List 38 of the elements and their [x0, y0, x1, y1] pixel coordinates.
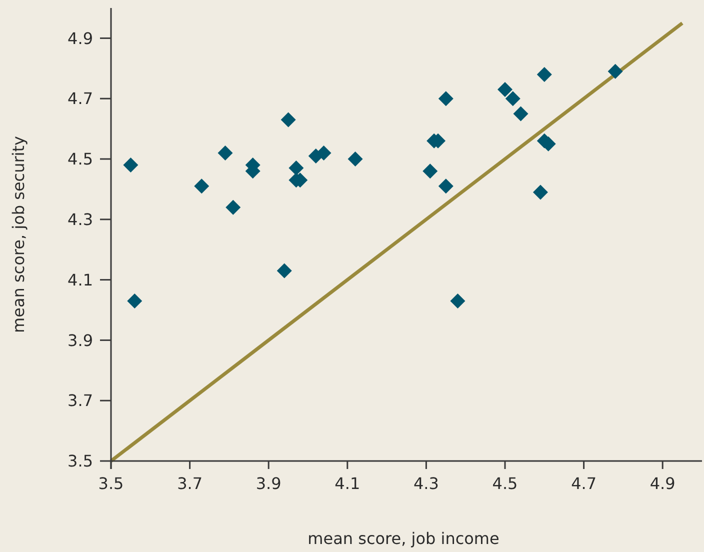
x-tick-label: 4.7	[571, 474, 597, 493]
y-tick-label: 4.9	[68, 28, 93, 48]
x-tick-label: 3.9	[256, 474, 282, 493]
point	[280, 112, 296, 128]
x-tick-label: 4.1	[334, 474, 360, 493]
point	[438, 91, 454, 106]
y-axis-title: mean score, job security	[9, 136, 28, 333]
y-tick-label: 4.7	[68, 89, 93, 108]
x-tick-label: 3.5	[98, 474, 124, 493]
y-tick-label: 3.9	[68, 330, 93, 350]
point	[276, 263, 292, 278]
point	[316, 145, 332, 160]
point	[536, 66, 552, 82]
y-tick-label: 3.5	[68, 452, 93, 471]
y-tick-label: 4.3	[68, 210, 93, 229]
point	[218, 145, 233, 160]
point	[498, 82, 512, 98]
point	[226, 200, 241, 215]
point	[348, 152, 363, 166]
point	[513, 106, 528, 122]
point	[194, 178, 210, 194]
y-tick-label: 4.5	[68, 150, 93, 169]
point	[127, 293, 142, 308]
x-tick-label: 3.7	[177, 474, 203, 493]
point	[505, 91, 520, 106]
y-tick-label: 3.7	[68, 391, 93, 410]
y-tick-label: 4.1	[68, 270, 93, 290]
point	[608, 64, 623, 79]
x-tick-label: 4.3	[413, 474, 439, 493]
point	[532, 184, 548, 200]
x-tick-label: 4.9	[650, 474, 676, 493]
point	[450, 293, 466, 308]
point	[123, 158, 138, 173]
point	[422, 164, 438, 179]
x-tick-label: 4.5	[492, 474, 518, 493]
point	[438, 178, 454, 194]
point	[288, 160, 304, 176]
x-axis-title: mean score, job income	[308, 529, 500, 548]
